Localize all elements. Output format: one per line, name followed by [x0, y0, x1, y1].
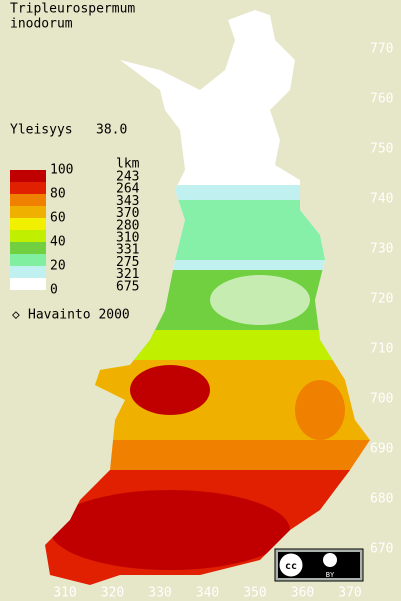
legend-swatch — [10, 278, 46, 290]
legend-scale-label: 40 — [50, 235, 66, 250]
legend-swatch — [10, 266, 46, 278]
y-axis-label: 770 — [370, 42, 393, 57]
legend-swatch — [10, 206, 46, 218]
license-by: BY — [326, 571, 335, 579]
y-axis-label: 700 — [370, 392, 393, 407]
y-axis-label: 760 — [370, 92, 393, 107]
legend-swatch — [10, 230, 46, 242]
x-axis-label: 340 — [196, 586, 219, 601]
legend-scale-label: 60 — [50, 211, 66, 226]
x-axis: 310 320 330 340 350 360 370 — [53, 586, 361, 601]
legend-count: 264 — [116, 182, 140, 197]
x-axis-label: 350 — [243, 586, 266, 601]
legend-swatch — [10, 242, 46, 254]
legend: lkm 100 80 60 40 20 0 243264343370280310331275… — [10, 157, 140, 298]
title-line: Tripleurospermum — [10, 2, 135, 17]
x-axis-label: 360 — [291, 586, 314, 601]
y-axis: 770 760 750 740 730 720 710 700 690 680 670 — [370, 42, 393, 557]
x-axis-label: 320 — [101, 586, 124, 601]
y-axis-label: 680 — [370, 492, 393, 507]
x-axis-label: 330 — [148, 586, 171, 601]
y-axis-label: 720 — [370, 292, 393, 307]
y-axis-label: 740 — [370, 192, 393, 207]
observation-label: Havainto 2000 — [28, 308, 130, 323]
license-badge: cc BY — [274, 548, 364, 582]
legend-count: 321 — [116, 267, 139, 282]
legend-swatch — [10, 194, 46, 206]
legend-count: 310 — [116, 231, 139, 246]
legend-swatch — [10, 254, 46, 266]
legend-count: 675 — [116, 279, 139, 294]
legend-scale-label: 20 — [50, 259, 66, 274]
legend-count: 243 — [116, 170, 139, 185]
y-axis-label: 690 — [370, 442, 393, 457]
legend-count: 275 — [116, 255, 139, 270]
y-axis-label: 670 — [370, 542, 393, 557]
count-header: lkm — [116, 157, 140, 172]
legend-scale-label: 0 — [50, 283, 58, 298]
legend-scale-label: 100 — [50, 163, 73, 178]
frequency-label: Yleisyys — [10, 123, 73, 138]
y-axis-label: 730 — [370, 242, 393, 257]
x-axis-label: 370 — [338, 586, 361, 601]
frequency-value: 38.0 — [96, 123, 127, 138]
legend-count: 331 — [116, 243, 139, 258]
license-cc: cc — [285, 561, 297, 572]
x-axis-label: 310 — [53, 586, 76, 601]
legend-swatch — [10, 170, 46, 182]
legend-count: 370 — [116, 206, 139, 221]
title-line: inodorum — [10, 17, 73, 32]
y-axis-label: 750 — [370, 142, 393, 157]
observation-marker: ◇ — [12, 308, 20, 323]
legend-count: 343 — [116, 194, 139, 209]
legend-scale-label: 80 — [50, 187, 66, 202]
legend-swatch — [10, 182, 46, 194]
y-axis-label: 710 — [370, 342, 393, 357]
legend-swatch — [10, 218, 46, 230]
legend-count: 280 — [116, 218, 139, 233]
